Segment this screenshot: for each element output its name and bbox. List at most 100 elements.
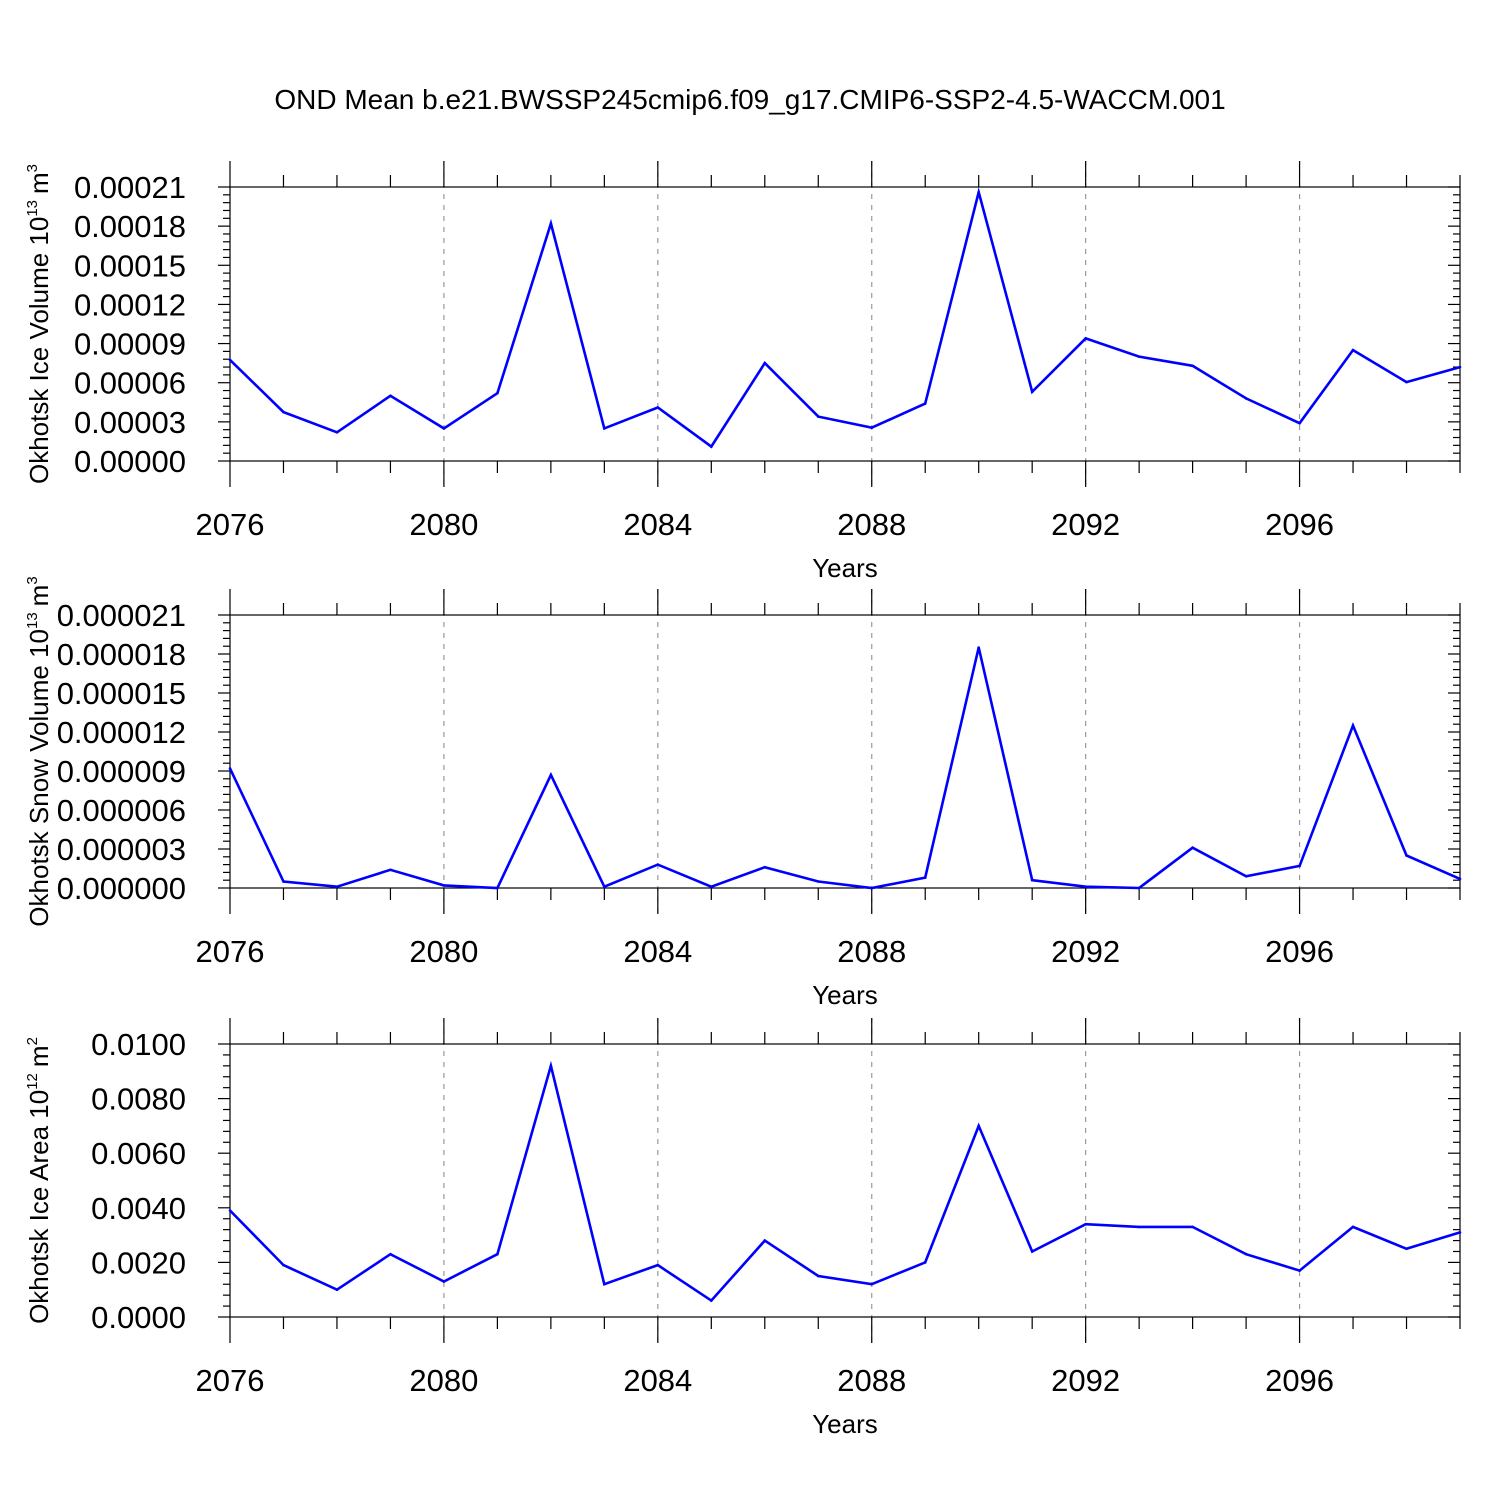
y-tick-label: 0.00018 bbox=[74, 209, 186, 244]
x-tick-label: 2076 bbox=[196, 507, 265, 542]
data-point bbox=[1351, 348, 1355, 352]
data-point bbox=[389, 394, 392, 398]
data-point bbox=[1351, 1225, 1355, 1229]
data-point bbox=[496, 886, 499, 890]
data-point bbox=[442, 1280, 446, 1283]
data-point bbox=[816, 415, 820, 418]
data-point bbox=[389, 868, 392, 872]
y-tick-label: 0.00000 bbox=[74, 444, 186, 479]
y-tick-label: 0.00006 bbox=[74, 366, 186, 401]
y-tick-label: 0.000012 bbox=[57, 715, 186, 750]
data-point bbox=[656, 406, 660, 409]
x-axis-label: Years bbox=[812, 980, 878, 1010]
chart-panel-2: 0.000000 0.000003 0.000006 0.000009 0.000012… bbox=[24, 576, 1462, 1010]
data-point bbox=[442, 427, 446, 430]
x-tick-label: 2084 bbox=[623, 507, 692, 542]
data-point bbox=[603, 1282, 606, 1286]
x-tick-label: 2088 bbox=[837, 934, 906, 969]
data-point bbox=[977, 1124, 980, 1128]
y-axis-label-unit: m bbox=[24, 585, 54, 607]
data-point bbox=[603, 427, 606, 430]
data-point bbox=[816, 880, 820, 883]
chart-panel-3: 0.0000 0.0020 0.0040 0.0060 0.0080 0.0100 2076… bbox=[24, 1018, 1462, 1439]
y-axis-label: Okhotsk Snow Volume 1013 m3 bbox=[24, 576, 54, 926]
y-tick-label: 0.000000 bbox=[57, 871, 186, 906]
x-axis-label: Years bbox=[812, 553, 878, 583]
data-point bbox=[1191, 1225, 1194, 1229]
data-point bbox=[977, 190, 980, 194]
data-point bbox=[1244, 397, 1248, 400]
y-tick-label: 0.0040 bbox=[91, 1191, 186, 1226]
data-point bbox=[1191, 364, 1194, 368]
y-axis-label-exponent: 12 bbox=[24, 1073, 41, 1090]
data-point bbox=[335, 885, 339, 888]
x-tick-label: 2092 bbox=[1051, 507, 1120, 542]
x-tick-label: 2096 bbox=[1265, 507, 1334, 542]
data-point bbox=[1084, 1222, 1087, 1226]
y-tick-label: 0.00015 bbox=[74, 248, 186, 283]
y-tick-label: 0.00009 bbox=[74, 327, 186, 362]
data-point bbox=[710, 445, 713, 448]
x-tick-label: 2096 bbox=[1265, 934, 1334, 969]
y-tick-label: 0.00012 bbox=[74, 287, 186, 322]
data-point bbox=[816, 1274, 820, 1278]
x-tick-label: 2084 bbox=[623, 934, 692, 969]
data-point bbox=[1405, 1247, 1408, 1251]
data-point bbox=[923, 1261, 927, 1264]
data-point bbox=[1298, 1269, 1301, 1272]
y-axis-label-exponent: 13 bbox=[24, 200, 41, 217]
y-axis-label-unit-exponent: 3 bbox=[24, 576, 41, 584]
series-line-2 bbox=[228, 647, 1461, 890]
y-axis-label-unit: m bbox=[24, 172, 54, 194]
y-tick-label: 0.000021 bbox=[57, 598, 186, 633]
y-tick-label: 0.000003 bbox=[57, 832, 186, 867]
y-tick-label: 0.000015 bbox=[57, 676, 186, 711]
y-tick-label: 0.0020 bbox=[91, 1245, 186, 1280]
y-tick-label: 0.0080 bbox=[91, 1082, 186, 1117]
data-point bbox=[496, 391, 499, 395]
data-point bbox=[763, 1239, 767, 1242]
data-point bbox=[1244, 875, 1248, 878]
data-point bbox=[1298, 864, 1301, 868]
data-point bbox=[1405, 854, 1408, 857]
data-point bbox=[1244, 1252, 1248, 1256]
x-tick-label: 2080 bbox=[409, 507, 478, 542]
data-point bbox=[389, 1252, 392, 1256]
data-point bbox=[549, 1064, 553, 1068]
data-point bbox=[1458, 365, 1462, 369]
y-axis-label-text: Okhotsk Snow Volume 10 bbox=[24, 629, 54, 927]
chart-panel-1: 0.00000 0.00003 0.00006 0.00009 0.00012 0.000… bbox=[24, 161, 1462, 583]
data-point bbox=[1191, 846, 1194, 849]
y-axis-label-text: Okhotsk Ice Area 10 bbox=[24, 1090, 54, 1324]
y-tick-label: 0.0100 bbox=[91, 1027, 186, 1062]
y-tick-label: 0.000018 bbox=[57, 637, 186, 672]
y-axis-label-unit: m bbox=[24, 1045, 54, 1067]
plot-frame bbox=[229, 1043, 1461, 1318]
y-axis-label-unit-exponent: 2 bbox=[24, 1037, 41, 1045]
x-tick-label: 2080 bbox=[409, 934, 478, 969]
y-axis-label-unit-exponent: 3 bbox=[24, 164, 41, 172]
series-line-1 bbox=[229, 187, 1461, 449]
data-point bbox=[656, 1263, 660, 1267]
data-point bbox=[228, 1209, 232, 1212]
x-tick-label: 2092 bbox=[1051, 934, 1120, 969]
data-point bbox=[442, 884, 446, 887]
data-point bbox=[870, 886, 874, 890]
data-point bbox=[1458, 1231, 1462, 1234]
data-point bbox=[282, 410, 285, 414]
data-point bbox=[923, 876, 927, 879]
page-title: OND Mean b.e21.BWSSP245cmip6.f09_g17.CMI… bbox=[274, 84, 1226, 115]
y-axis-label-text: Okhotsk Ice Volume 10 bbox=[24, 217, 54, 484]
data-point bbox=[977, 646, 980, 649]
data-point bbox=[282, 880, 285, 883]
x-tick-label: 2088 bbox=[837, 507, 906, 542]
y-tick-label: 0.000006 bbox=[57, 793, 186, 828]
y-tick-label: 0.0000 bbox=[91, 1300, 186, 1335]
y-tick-label: 0.00021 bbox=[74, 170, 186, 205]
x-tick-label: 2080 bbox=[409, 1363, 478, 1398]
data-point bbox=[1137, 355, 1141, 358]
data-point bbox=[1084, 337, 1087, 340]
data-point bbox=[1030, 1250, 1034, 1253]
x-tick-label: 2096 bbox=[1265, 1363, 1334, 1398]
data-point bbox=[496, 1252, 499, 1256]
